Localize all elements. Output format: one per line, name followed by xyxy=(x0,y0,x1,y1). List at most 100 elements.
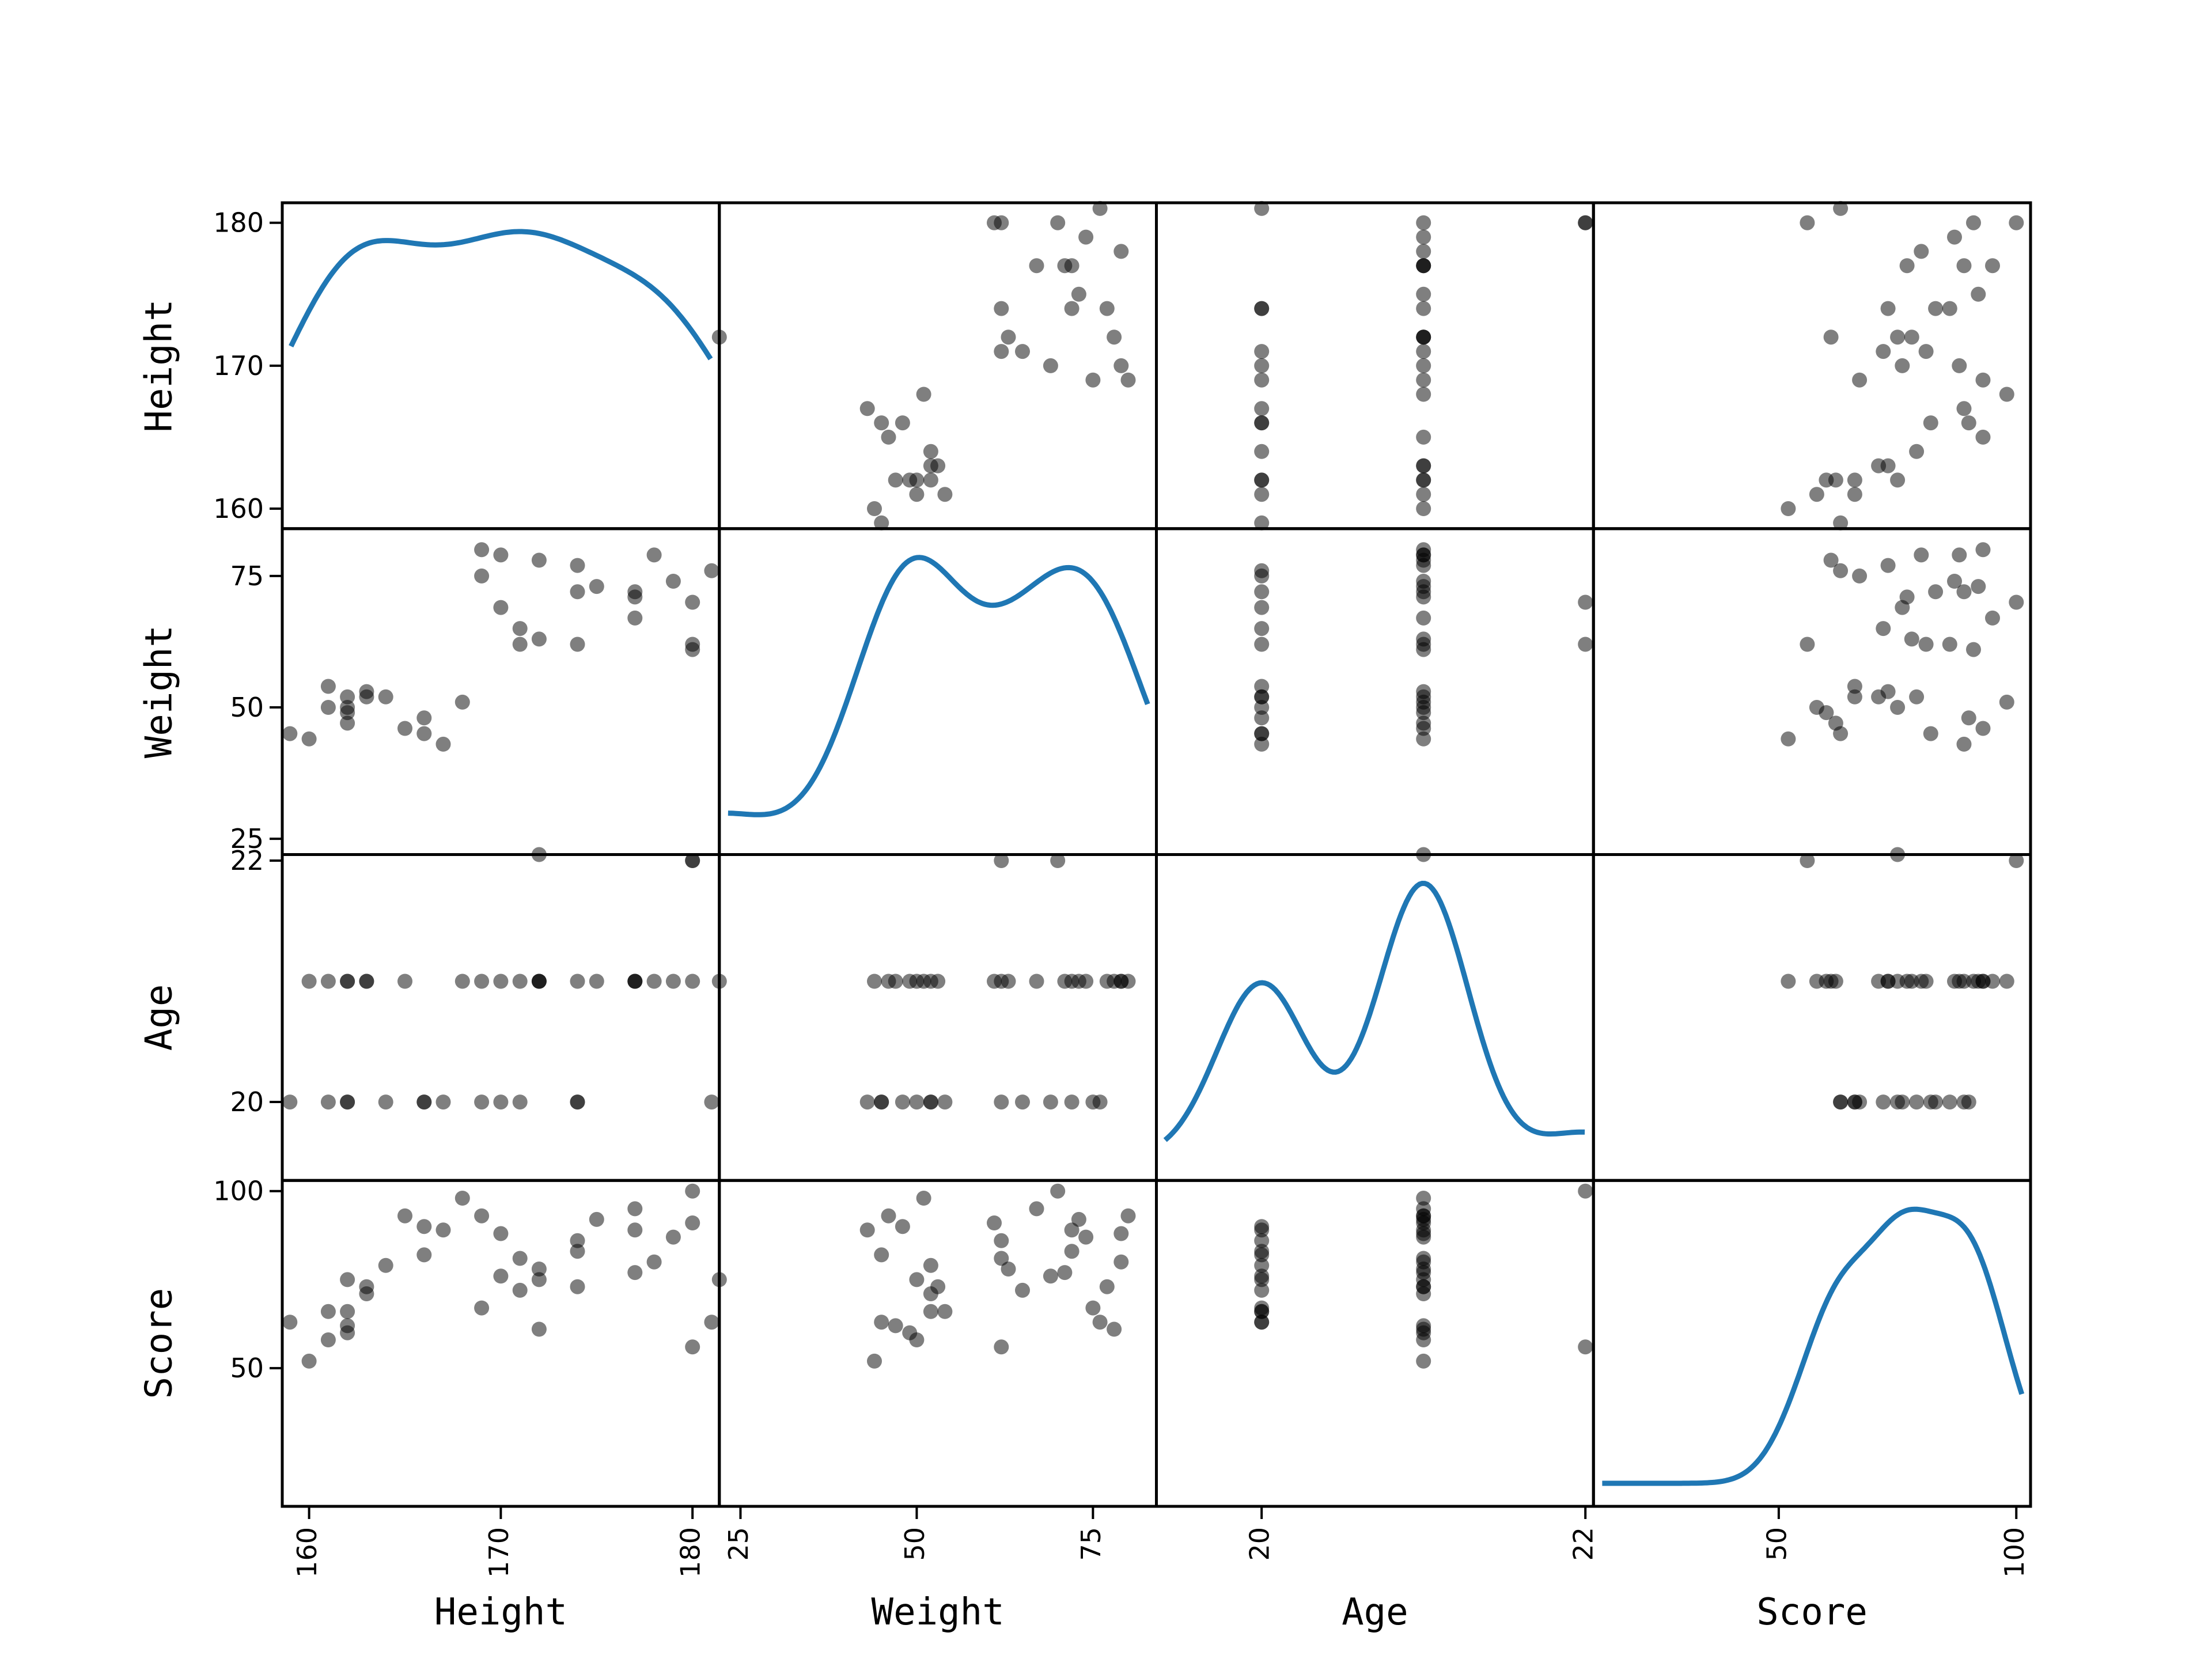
scatter-point xyxy=(1971,286,1986,302)
scatter-point xyxy=(493,600,509,615)
scatter-point xyxy=(923,472,938,488)
panel-age-vs-weight xyxy=(711,853,1136,1110)
panel-weight-vs-weight xyxy=(728,555,1150,817)
y-axis-title: Score xyxy=(138,1288,181,1399)
scatter-point xyxy=(454,694,470,710)
scatter-point xyxy=(1956,258,1972,274)
y-tick-label: 180 xyxy=(213,207,264,238)
scatter-point xyxy=(685,1339,700,1355)
scatter-point xyxy=(909,1272,925,1287)
scatter-point xyxy=(685,642,700,657)
panel-frame xyxy=(718,1179,1158,1508)
scatter-point xyxy=(1880,558,1896,573)
scatter-point xyxy=(1416,574,1431,589)
scatter-point xyxy=(1876,621,1891,637)
scatter-point xyxy=(1071,1211,1086,1227)
scatter-point xyxy=(874,1247,889,1263)
scatter-point xyxy=(937,1304,953,1319)
scatter-point xyxy=(1871,458,1887,474)
scatter-point xyxy=(435,1222,451,1238)
scatter-point xyxy=(1833,563,1849,578)
scatter-point xyxy=(1899,258,1915,274)
scatter-point xyxy=(874,1315,889,1330)
y-tick-label: 160 xyxy=(213,493,264,524)
panel-weight-vs-score xyxy=(1781,542,2024,862)
scatter-point xyxy=(1113,244,1129,259)
scatter-point xyxy=(1975,721,1991,736)
scatter-point xyxy=(416,710,432,726)
scatter-point xyxy=(923,974,938,989)
scatter-point xyxy=(923,1286,938,1301)
scatter-point xyxy=(1895,358,1910,373)
y-axis-title: Height xyxy=(138,299,181,432)
scatter-point xyxy=(888,472,903,488)
scatter-point xyxy=(359,689,374,704)
scatter-point xyxy=(570,1094,585,1110)
y-axis-title: Age xyxy=(138,984,181,1051)
scatter-point xyxy=(895,1094,910,1110)
scatter-point xyxy=(1064,1244,1080,1259)
scatter-point xyxy=(685,594,700,610)
panel-score-vs-weight xyxy=(711,1183,1136,1369)
scatter-point xyxy=(627,1222,643,1238)
scatter-point xyxy=(1416,458,1431,474)
scatter-point xyxy=(1909,1094,1925,1110)
y-tick-label: 50 xyxy=(230,1353,264,1384)
scatter-point xyxy=(1975,429,1991,445)
scatter-point xyxy=(531,552,547,568)
scatter-point xyxy=(1942,1094,1957,1110)
scatter-point xyxy=(1833,1094,1849,1110)
x-axis-title: Weight xyxy=(872,1591,1005,1634)
scatter-point xyxy=(1961,1094,1976,1110)
scatter-point xyxy=(704,563,719,578)
x-tick-label: 180 xyxy=(675,1527,706,1578)
scatter-point xyxy=(512,1094,528,1110)
scatter-point xyxy=(1015,1282,1030,1298)
panel-weight-vs-height xyxy=(282,542,719,862)
scatter-point xyxy=(1416,344,1431,359)
scatter-point xyxy=(1800,637,1815,652)
scatter-point xyxy=(531,631,547,647)
scatter-point xyxy=(1254,301,1270,316)
scatter-point xyxy=(570,1244,585,1259)
scatter-point xyxy=(570,637,585,652)
scatter-point xyxy=(1092,200,1108,216)
scatter-point xyxy=(416,726,432,741)
scatter-point xyxy=(1416,1332,1431,1347)
scatter-point xyxy=(1914,244,1929,259)
scatter-point xyxy=(867,1353,882,1369)
scatter-point xyxy=(1999,387,2014,402)
panel-score-vs-height xyxy=(282,1183,719,1369)
scatter-point xyxy=(1833,515,1849,531)
scatter-point xyxy=(1254,600,1270,615)
scatter-point xyxy=(1956,736,1972,752)
scatter-point xyxy=(902,472,918,488)
scatter-point xyxy=(874,1094,889,1110)
scatter-point xyxy=(1833,200,1849,216)
scatter-point xyxy=(1254,1257,1270,1273)
scatter-point xyxy=(435,1094,451,1110)
scatter-point xyxy=(1416,229,1431,245)
scatter-point xyxy=(1416,721,1431,736)
scatter-point xyxy=(1001,329,1016,345)
scatter-point xyxy=(1092,1315,1108,1330)
scatter-point xyxy=(474,974,490,989)
scatter-point xyxy=(1833,726,1849,741)
scatter-point xyxy=(1578,637,1593,652)
scatter-point xyxy=(1015,344,1030,359)
scatter-point xyxy=(1880,974,1896,989)
panel-frame xyxy=(1592,1179,2032,1508)
scatter-point xyxy=(570,1233,585,1248)
scatter-point xyxy=(1909,689,1925,704)
scatter-point xyxy=(320,679,336,694)
scatter-point xyxy=(1078,974,1094,989)
scatter-point xyxy=(340,715,355,731)
scatter-point xyxy=(1120,1208,1136,1224)
scatter-point xyxy=(874,415,889,431)
scatter-point xyxy=(340,1325,355,1340)
scatter-point xyxy=(512,637,528,652)
scatter-point xyxy=(1015,1094,1030,1110)
scatter-point xyxy=(1078,229,1094,245)
scatter-point xyxy=(1064,1222,1080,1238)
scatter-point xyxy=(1847,487,1862,502)
